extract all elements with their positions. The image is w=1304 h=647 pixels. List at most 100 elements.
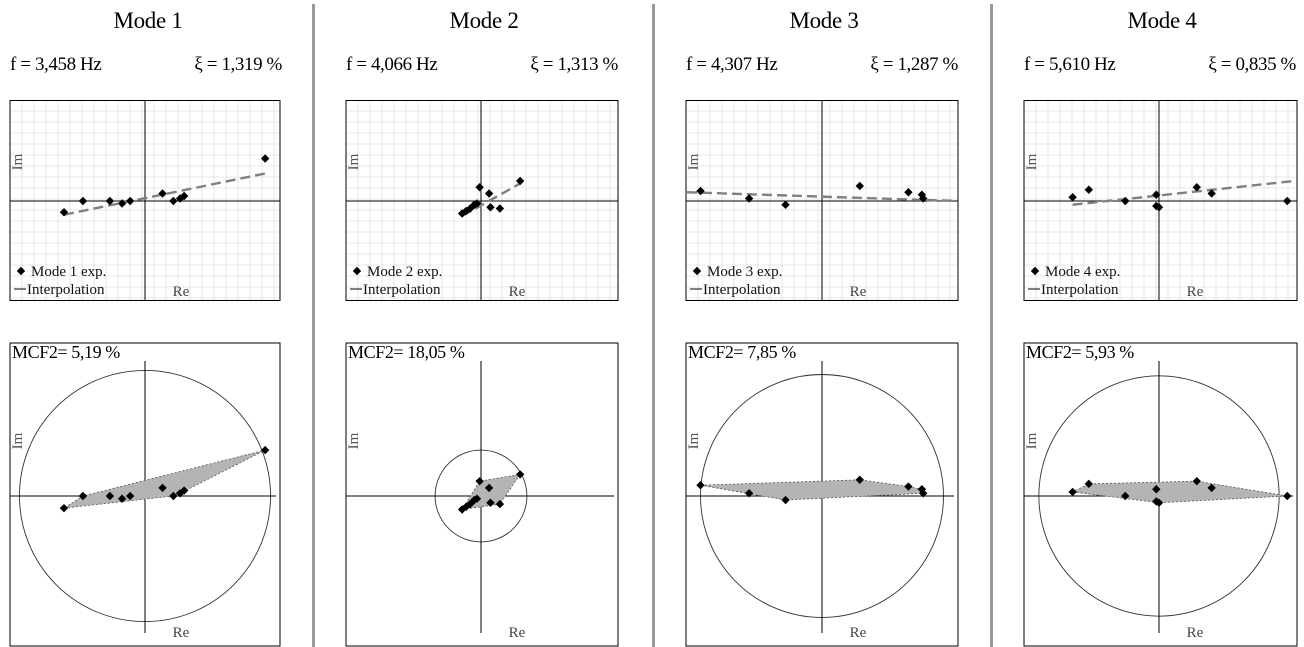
damping-label: ξ = 0,835 % [1208,54,1296,75]
legend-line-label: Interpolation [27,282,105,298]
legend-points-label: Mode 2 exp. [367,264,442,280]
mcf-label: MCF2= 5,93 % [1026,342,1134,362]
data-point [117,494,127,503]
frequency-label: f = 3,458 Hz [10,54,102,75]
interpolation-line [1072,179,1295,206]
interpolation-line [63,172,266,216]
mcf-plot: MCF2= 5,93 % Im Re [1023,342,1298,647]
xlabel: Re [509,625,526,641]
data-point [781,200,790,209]
ylabel: Im [346,432,362,449]
xlabel: Re [850,625,867,641]
data-point [484,483,494,493]
data-point [472,199,482,208]
legend-line-label: Interpolation [363,282,441,298]
data-point [1121,196,1130,206]
frequency-label: f = 4,066 Hz [346,54,438,75]
data-point [1030,266,1040,276]
mode-panel-3: Mode 3 f = 4,307 Hz ξ = 1,287 % Im Re Mode… [676,0,972,647]
xlabel: Re [509,284,526,300]
frequency-label: f = 5,610 Hz [1024,54,1116,75]
data-point [495,204,505,213]
data-point [1154,203,1164,212]
data-point [486,203,495,212]
data-point [78,196,88,206]
argand-plot: Im Re Mode 4 exp. Interpolation [1023,100,1298,301]
xlabel: Re [850,284,867,300]
frequency-label: f = 4,307 Hz [686,54,778,75]
data-point [352,266,362,276]
legend-line-label: Interpolation [703,282,781,298]
mode-title: Mode 4 [1127,8,1197,33]
data-point [475,476,484,486]
data-point [472,494,482,503]
mcf-label: MCF2= 18,05 % [348,342,465,362]
data-point [919,489,928,498]
data-point [78,491,88,501]
data-point [495,499,505,509]
data-point [475,183,484,192]
data-point [16,266,26,276]
data-point [696,481,705,490]
damping-label: ξ = 1,313 % [530,54,618,75]
data-point [696,186,705,196]
data-point [169,196,178,206]
data-point [1154,498,1164,507]
damping-label: ξ = 1,287 % [870,54,958,75]
data-point [125,196,135,206]
mcf-label: MCF2= 5,19 % [12,342,120,362]
ylabel: Im [10,153,26,170]
data-point [1121,491,1130,501]
mcf-plot: MCF2= 7,85 % Im Re [685,342,959,647]
column-separator [652,4,655,647]
legend-points-label: Mode 4 exp. [1045,264,1120,280]
data-point [158,189,167,198]
data-point [1068,487,1077,497]
mcf-plot: MCF2= 5,19 % Im Re [9,342,281,647]
mode-panel-4: Mode 4 f = 5,610 Hz ξ = 0,835 % Im Re Mode… [1014,0,1304,647]
data-point [1084,185,1093,194]
mode-panel-2: Mode 2 f = 4,066 Hz ξ = 1,313 % Im Re Mode… [336,0,632,647]
data-point [1283,491,1292,501]
legend-points-label: Mode 1 exp. [31,264,106,280]
mcf-label: MCF2= 7,85 % [688,342,796,362]
data-point [484,189,494,198]
data-point [179,486,189,495]
data-point [169,491,178,501]
ylabel: Im [346,153,362,170]
argand-plot: Im Re Mode 2 exp. Interpolation [345,100,619,301]
argand-plot: Im Re Mode 3 exp. Interpolation [685,100,959,301]
data-point [692,266,702,276]
data-point [1283,196,1292,206]
data-point [158,483,167,493]
legend-points-label: Mode 3 exp. [707,264,782,280]
mode-panel-1: Mode 1 f = 3,458 Hz ξ = 1,319 % Im Re Mode… [0,0,296,647]
xlabel: Re [1187,625,1204,641]
data-point [855,181,864,191]
ylabel: Im [10,432,26,449]
data-point [105,491,115,501]
data-point [1068,193,1077,202]
mcf-plot: MCF2= 18,05 % Im Re [345,342,619,647]
data-point [1207,483,1216,493]
xlabel: Re [1187,284,1204,300]
argand-plot: Im Re Mode 1 exp. Interpolation [9,100,281,301]
ylabel: Im [686,153,702,170]
data-point [904,188,913,197]
data-point [260,445,270,455]
data-point [904,482,913,491]
ylabel: Im [686,432,702,449]
mode-title: Mode 3 [789,8,859,33]
damping-label: ξ = 1,319 % [194,54,282,75]
ylabel: Im [1024,432,1040,449]
mcf-hull [63,449,266,509]
ylabel: Im [1024,153,1040,170]
column-separator [312,4,315,647]
mode-title: Mode 1 [113,8,183,33]
column-separator [990,4,993,647]
xlabel: Re [173,284,190,300]
interpolation-line [686,191,958,203]
data-point [125,491,135,501]
data-point [486,498,495,507]
data-point [919,194,928,203]
